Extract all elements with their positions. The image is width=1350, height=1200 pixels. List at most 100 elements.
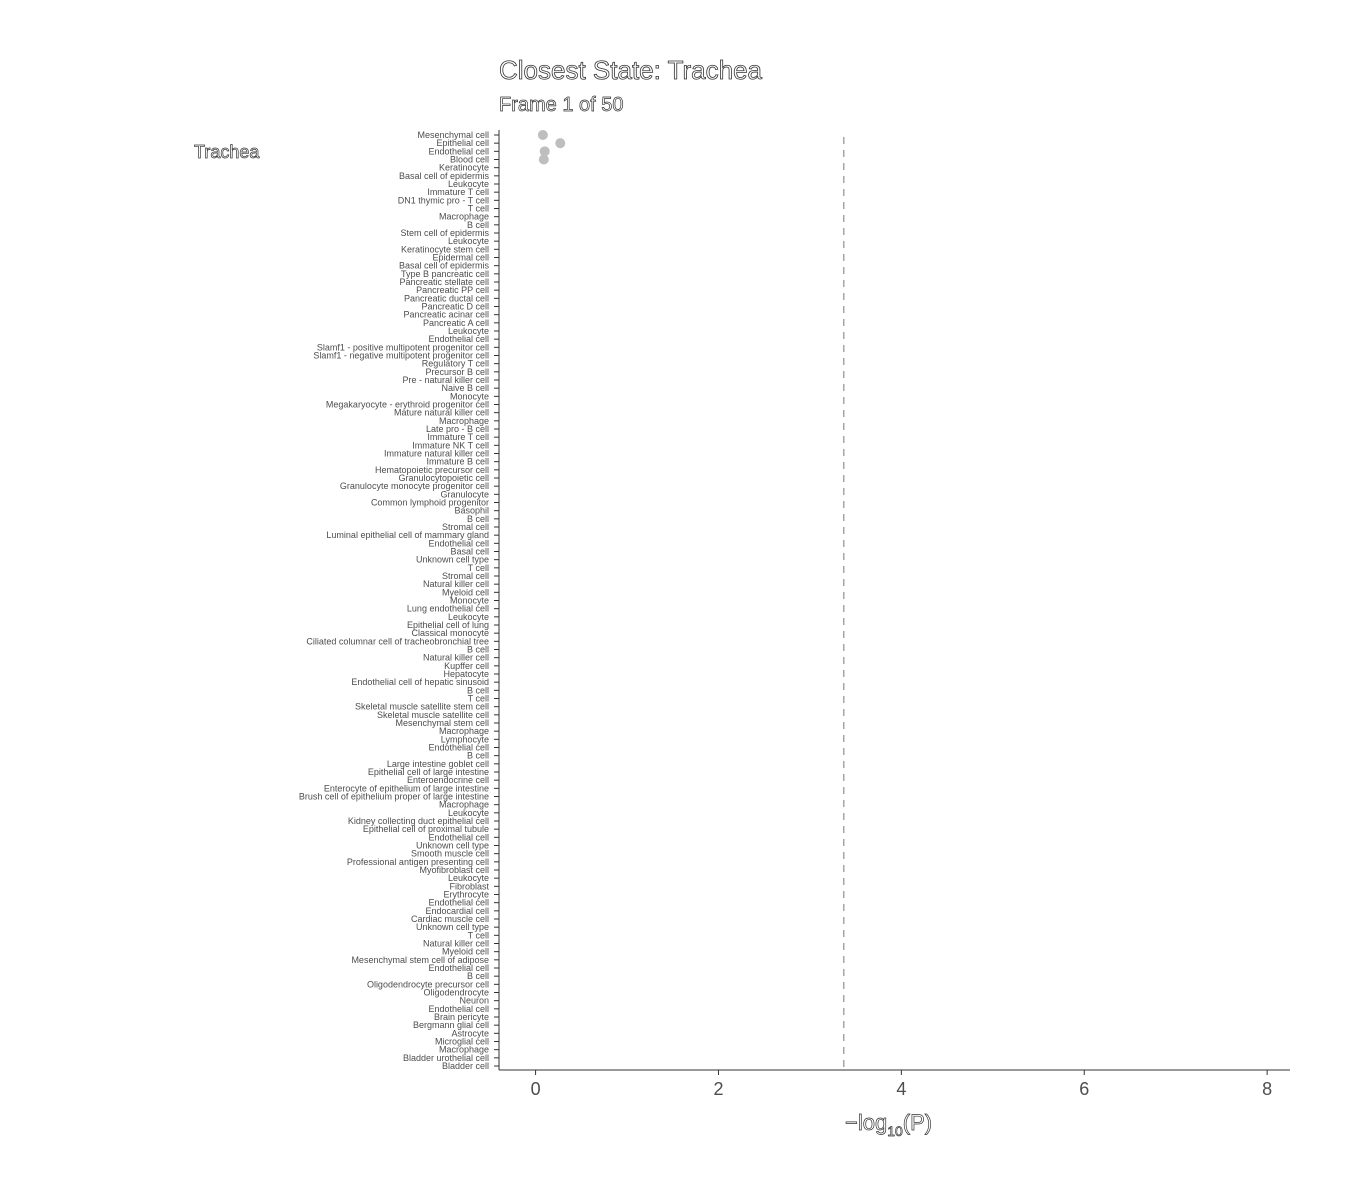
y-tick-label: Endothelial cell bbox=[428, 898, 489, 908]
y-tick-label: Common lymphoid progenitor bbox=[371, 498, 489, 508]
y-tick-label: DN1 thymic pro - T cell bbox=[398, 195, 489, 205]
y-tick-label: Immature B cell bbox=[426, 457, 489, 467]
y-tick-label: Keratinocyte stem cell bbox=[401, 244, 489, 254]
x-tick-label: 4 bbox=[896, 1079, 906, 1099]
x-tick-label: 8 bbox=[1262, 1079, 1272, 1099]
y-tick-label: Pancreatic acinar cell bbox=[403, 310, 489, 320]
data-point bbox=[538, 154, 549, 165]
y-tick-label: Bladder urothelial cell bbox=[403, 1053, 489, 1063]
data-point bbox=[555, 138, 566, 149]
y-tick-label: Pancreatic stellate cell bbox=[399, 277, 489, 287]
y-tick-label: Epithelial cell of proximal tubule bbox=[363, 824, 489, 834]
data-point bbox=[537, 130, 548, 140]
y-tick-label: Granulocytopoietic cell bbox=[398, 473, 489, 483]
y-tick-label: Natural killer cell bbox=[423, 939, 489, 949]
y-tick-label: B cell bbox=[467, 514, 489, 524]
y-tick-label: Myofibroblast cell bbox=[419, 865, 489, 875]
y-tick-label: Leukocyte bbox=[448, 808, 489, 818]
y-tick-label: Bladder cell bbox=[442, 1061, 489, 1071]
y-tick-label: Brain pericyte bbox=[434, 1012, 489, 1022]
y-tick-label: Macrophage bbox=[439, 726, 489, 736]
y-tick-label: Endothelial cell bbox=[428, 963, 489, 973]
y-tick-label: Basal cell bbox=[450, 547, 489, 557]
y-tick-label: Keratinocyte bbox=[439, 163, 489, 173]
y-tick-label: Pancreatic D cell bbox=[421, 302, 489, 312]
y-tick-label: Endothelial cell bbox=[428, 334, 489, 344]
y-tick-label: Unknown cell type bbox=[416, 841, 489, 851]
y-tick-label: Professional antigen presenting cell bbox=[347, 857, 489, 867]
y-tick-label: Endothelial cell of hepatic sinusoid bbox=[351, 677, 489, 687]
y-tick-label: Late pro - B cell bbox=[426, 424, 489, 434]
y-tick-label: B cell bbox=[467, 220, 489, 230]
y-tick-label: Stem cell of epidermis bbox=[400, 228, 489, 238]
facet-label: Trachea bbox=[194, 142, 260, 162]
y-tick-label: Slamf1 - negative multipotent progenitor… bbox=[313, 351, 489, 361]
y-tick-label: Macrophage bbox=[439, 1045, 489, 1055]
y-tick-label: Kupffer cell bbox=[444, 661, 489, 671]
y-tick-label: Myeloid cell bbox=[442, 947, 489, 957]
y-tick-label: Stromal cell bbox=[442, 571, 489, 581]
y-tick-label: Pre - natural killer cell bbox=[402, 375, 489, 385]
x-axis-label-suffix: (P) bbox=[903, 1110, 932, 1135]
y-tick-label: Immature T cell bbox=[427, 187, 489, 197]
y-tick-label: Macrophage bbox=[439, 212, 489, 222]
y-tick-label: Stromal cell bbox=[442, 522, 489, 532]
y-tick-label: T cell bbox=[468, 694, 489, 704]
y-tick-label: Epidermal cell bbox=[432, 253, 489, 263]
y-tick-label: Hematopoietic precursor cell bbox=[375, 465, 489, 475]
y-tick-label: Macrophage bbox=[439, 800, 489, 810]
y-tick-label: Ciliated columnar cell of tracheobronchi… bbox=[306, 636, 489, 646]
y-tick-label: Endothelial cell bbox=[428, 832, 489, 842]
y-tick-label: Blood cell bbox=[450, 155, 489, 165]
y-tick-label: Kidney collecting duct epithelial cell bbox=[348, 816, 489, 826]
chart-subtitle: Frame 1 of 50 bbox=[499, 94, 624, 116]
y-tick-label: Precursor B cell bbox=[425, 367, 489, 377]
x-tick-label: 0 bbox=[531, 1079, 541, 1099]
y-tick-label: Basal cell of epidermis bbox=[399, 261, 490, 271]
y-tick-label: Natural killer cell bbox=[423, 579, 489, 589]
y-tick-label: Leukocyte bbox=[448, 179, 489, 189]
y-tick-label: Neuron bbox=[459, 996, 489, 1006]
y-tick-label: Granulocyte bbox=[440, 489, 489, 499]
y-tick-label: Endothelial cell bbox=[428, 743, 489, 753]
y-tick-label: Mesenchymal stem cell of adipose bbox=[351, 955, 489, 965]
x-axis-label: −log10(P) bbox=[845, 1110, 932, 1139]
y-tick-label: Megakaryocyte - erythroid progenitor cel… bbox=[326, 400, 489, 410]
y-tick-label: Skeletal muscle satellite cell bbox=[377, 710, 489, 720]
y-tick-label: Lymphocyte bbox=[441, 734, 489, 744]
y-tick-label: Mature natural killer cell bbox=[394, 408, 489, 418]
y-tick-label: Oligodendrocyte bbox=[423, 988, 489, 998]
data-point bbox=[539, 146, 550, 157]
y-tick-label: Fibroblast bbox=[449, 881, 489, 891]
y-tick-label: B cell bbox=[467, 645, 489, 655]
y-tick-label: Myeloid cell bbox=[442, 587, 489, 597]
y-tick-label: T cell bbox=[468, 563, 489, 573]
y-tick-label: Large intestine goblet cell bbox=[387, 759, 489, 769]
y-tick-label: Enteroendocrine cell bbox=[407, 775, 489, 785]
y-tick-label: Microglial cell bbox=[435, 1037, 489, 1047]
y-tick-label: Pancreatic A cell bbox=[423, 318, 489, 328]
y-tick-label: Astrocyte bbox=[451, 1028, 489, 1038]
y-tick-label: Enterocyte of epithelium of large intest… bbox=[324, 783, 489, 793]
y-tick-label: Bergmann glial cell bbox=[413, 1020, 489, 1030]
y-tick-label: Lung endothelial cell bbox=[407, 604, 489, 614]
y-tick-label: Monocyte bbox=[450, 391, 489, 401]
y-tick-label: Pancreatic ductal cell bbox=[404, 293, 489, 303]
y-tick-label: Leukocyte bbox=[448, 236, 489, 246]
y-tick-label: Immature T cell bbox=[427, 432, 489, 442]
y-tick-label: Slamf1 - positive multipotent progenitor… bbox=[317, 342, 489, 352]
y-tick-label: Leukocyte bbox=[448, 326, 489, 336]
y-tick-label: Granulocyte monocyte progenitor cell bbox=[340, 481, 489, 491]
y-tick-label: Smooth muscle cell bbox=[411, 849, 489, 859]
y-tick-label: Oligodendrocyte precursor cell bbox=[367, 979, 489, 989]
y-tick-label: Erythrocyte bbox=[443, 890, 489, 900]
x-tick-label: 6 bbox=[1079, 1079, 1089, 1099]
y-tick-label: Epithelial cell of lung bbox=[407, 620, 489, 630]
chart-title: Closest State: Trachea bbox=[499, 55, 763, 85]
y-tick-label: Endothelial cell bbox=[428, 538, 489, 548]
y-tick-label: Skeletal muscle satellite stem cell bbox=[355, 702, 489, 712]
y-tick-label: Leukocyte bbox=[448, 612, 489, 622]
y-tick-label: Endocardial cell bbox=[425, 906, 489, 916]
